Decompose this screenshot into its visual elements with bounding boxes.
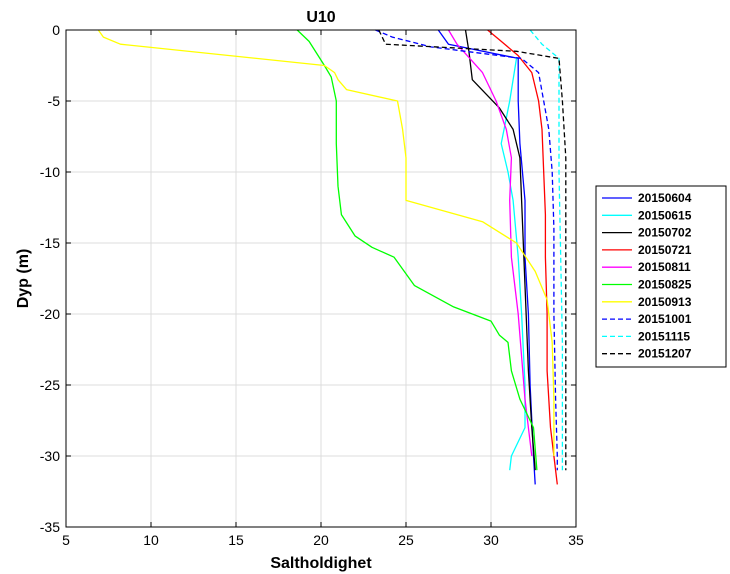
legend-label: 20150721	[638, 243, 692, 257]
legend-label: 20150811	[638, 260, 691, 274]
x-tick-label: 35	[568, 532, 584, 548]
series-line-20151001	[375, 29, 558, 471]
series-line-20150825	[296, 29, 538, 471]
series-line-20150913	[97, 29, 555, 456]
series-line-20150702	[464, 29, 536, 471]
chart-title: U10	[306, 9, 335, 26]
y-tick-label: -5	[48, 93, 61, 109]
legend-label: 20150615	[638, 208, 692, 222]
series-line-20151115	[529, 29, 564, 471]
y-tick-label: -35	[40, 519, 60, 535]
y-tick-label: -10	[40, 164, 60, 180]
series-line-20151207	[378, 29, 567, 471]
legend-label: 20150702	[638, 226, 692, 240]
legend-label: 20151001	[638, 312, 692, 326]
y-tick-label: -30	[40, 448, 60, 464]
series-line-20150615	[500, 58, 526, 471]
legend-box	[595, 185, 727, 368]
x-tick-label: 20	[313, 532, 329, 548]
y-axis-label: Dyp (m)	[15, 249, 32, 309]
grid-lines	[66, 30, 576, 527]
x-tick-label: 10	[143, 532, 159, 548]
series-line-20150811	[447, 29, 533, 457]
legend-label: 20150913	[638, 295, 692, 309]
x-tick-label: 25	[398, 532, 414, 548]
legend-label: 20150825	[638, 278, 692, 292]
x-tick-label: 15	[228, 532, 244, 548]
legend-label: 20151207	[638, 347, 692, 361]
y-tick-label: -25	[40, 377, 60, 393]
legend-label: 20151115	[638, 329, 690, 343]
x-tick-label: 5	[62, 532, 70, 548]
x-tick-label: 30	[483, 532, 499, 548]
legend: 20150604 20150615 20150702 20150721 20150811…	[595, 185, 727, 368]
legend-label: 20150604	[638, 191, 692, 205]
y-tick-label: -15	[40, 235, 60, 251]
axis-ticks: 5 10 15 20 25 30 35 0 -5 -10 -15 -20 -25 -30 -35	[40, 22, 584, 548]
y-tick-label: -20	[40, 306, 60, 322]
series-lines	[97, 29, 567, 485]
x-axis-label: Saltholdighet	[270, 555, 372, 572]
y-tick-label: 0	[52, 22, 60, 38]
